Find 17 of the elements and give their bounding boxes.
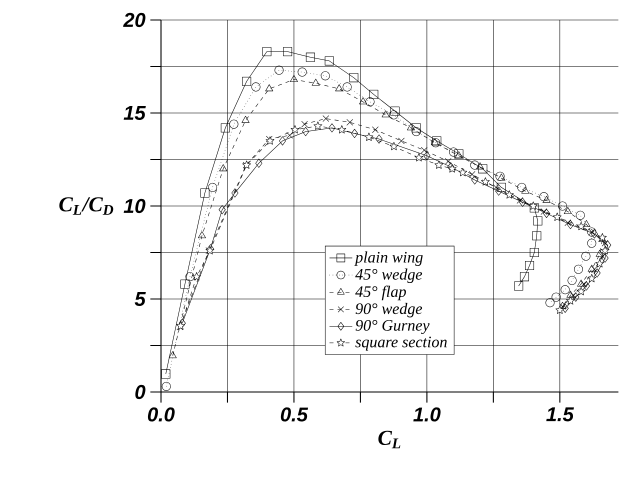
x-tick-label: 1.5	[546, 407, 574, 422]
y-tick-label: 20	[123, 12, 146, 28]
x-axis-title: C$_{L}$	[378, 430, 400, 448]
legend-label: 90° wedge	[356, 302, 422, 318]
y-tick-label: 10	[124, 198, 146, 214]
y-tick-label: 15	[124, 106, 146, 120]
legend-label: 45° wedge	[355, 268, 422, 284]
legend-label: 90° Gurney	[356, 320, 430, 334]
legend-label: plain wing	[354, 251, 423, 266]
y-axis-title: C$_{L}$/C$_{D}$	[59, 197, 114, 215]
x-tick-label: 1.0	[413, 407, 441, 422]
y-tick-label: 5	[134, 292, 146, 306]
legend-label: square section	[355, 336, 447, 351]
x-tick-label: 0.5	[280, 407, 308, 422]
legend-label: 45° flap	[355, 286, 406, 300]
y-tick-label: 0	[135, 384, 146, 400]
x-tick-label: 0.0	[148, 407, 175, 422]
